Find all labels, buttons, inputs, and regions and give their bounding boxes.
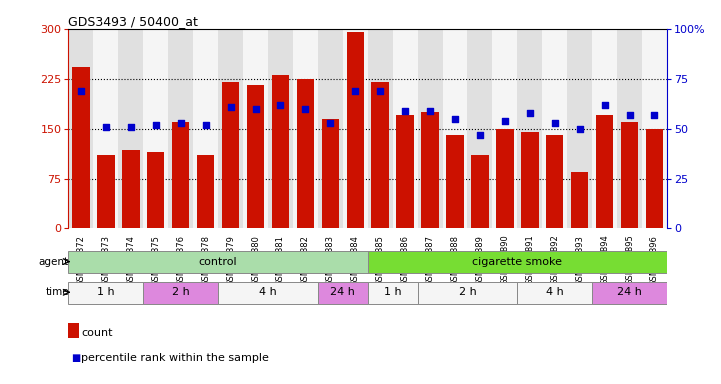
Text: 2 h: 2 h bbox=[459, 287, 477, 297]
Bar bbox=[592, 281, 667, 304]
Text: count: count bbox=[81, 328, 113, 338]
Point bbox=[125, 124, 136, 130]
Bar bbox=[243, 29, 268, 228]
Bar bbox=[293, 29, 318, 228]
Text: control: control bbox=[199, 257, 237, 266]
Bar bbox=[368, 281, 417, 304]
Text: percentile rank within the sample: percentile rank within the sample bbox=[81, 353, 270, 363]
Bar bbox=[147, 152, 164, 228]
Point bbox=[200, 122, 211, 128]
Point bbox=[100, 124, 112, 130]
Bar bbox=[118, 29, 143, 228]
Text: 24 h: 24 h bbox=[330, 287, 355, 297]
Bar bbox=[421, 112, 439, 228]
Bar bbox=[197, 155, 214, 228]
Text: 4 h: 4 h bbox=[546, 287, 564, 297]
Text: 1 h: 1 h bbox=[97, 287, 115, 297]
Point bbox=[549, 119, 560, 126]
Bar bbox=[193, 29, 218, 228]
Bar bbox=[518, 281, 592, 304]
Point bbox=[649, 112, 660, 118]
Text: 1 h: 1 h bbox=[384, 287, 402, 297]
Bar bbox=[443, 29, 467, 228]
Bar bbox=[397, 115, 414, 228]
Bar bbox=[518, 29, 542, 228]
Text: 24 h: 24 h bbox=[617, 287, 642, 297]
Text: ■: ■ bbox=[71, 353, 80, 363]
Bar bbox=[446, 135, 464, 228]
Bar bbox=[347, 32, 364, 228]
Bar bbox=[94, 29, 118, 228]
Bar bbox=[68, 251, 368, 273]
Bar bbox=[368, 29, 393, 228]
Bar bbox=[472, 155, 489, 228]
Bar bbox=[218, 281, 318, 304]
Point bbox=[449, 116, 461, 122]
Bar bbox=[322, 119, 339, 228]
Bar bbox=[521, 132, 539, 228]
Bar bbox=[542, 29, 567, 228]
Point bbox=[75, 88, 87, 94]
Point bbox=[300, 106, 311, 112]
Bar bbox=[467, 29, 492, 228]
Text: 4 h: 4 h bbox=[259, 287, 277, 297]
Bar bbox=[492, 29, 517, 228]
Bar bbox=[97, 155, 115, 228]
Point bbox=[474, 132, 486, 138]
Text: GDS3493 / 50400_at: GDS3493 / 50400_at bbox=[68, 15, 198, 28]
Bar bbox=[342, 29, 368, 228]
Text: 2 h: 2 h bbox=[172, 287, 190, 297]
Text: agent: agent bbox=[39, 257, 69, 266]
Point bbox=[574, 126, 585, 132]
Bar bbox=[617, 29, 642, 228]
Bar bbox=[417, 29, 443, 228]
Bar bbox=[596, 115, 614, 228]
Bar bbox=[496, 129, 513, 228]
Bar bbox=[296, 79, 314, 228]
Bar bbox=[571, 172, 588, 228]
Bar bbox=[371, 82, 389, 228]
Bar bbox=[122, 150, 140, 228]
Bar bbox=[646, 129, 663, 228]
Bar bbox=[247, 85, 264, 228]
Bar bbox=[72, 68, 89, 228]
Bar bbox=[318, 281, 368, 304]
Bar bbox=[592, 29, 617, 228]
Point bbox=[275, 102, 286, 108]
Bar bbox=[143, 29, 168, 228]
Bar bbox=[621, 122, 638, 228]
Bar bbox=[272, 75, 289, 228]
Point bbox=[350, 88, 361, 94]
Bar bbox=[68, 281, 143, 304]
Point bbox=[175, 119, 187, 126]
Point bbox=[324, 119, 336, 126]
Point bbox=[249, 106, 261, 112]
Bar bbox=[368, 251, 667, 273]
Point bbox=[374, 88, 386, 94]
Text: time: time bbox=[45, 287, 69, 297]
Point bbox=[399, 108, 411, 114]
Bar bbox=[546, 135, 563, 228]
Bar bbox=[168, 29, 193, 228]
Point bbox=[225, 104, 236, 110]
Point bbox=[524, 109, 536, 116]
Point bbox=[624, 112, 635, 118]
Text: cigarette smoke: cigarette smoke bbox=[472, 257, 562, 266]
Bar bbox=[68, 29, 94, 228]
Point bbox=[599, 102, 611, 108]
Point bbox=[499, 118, 510, 124]
Bar bbox=[222, 82, 239, 228]
Bar bbox=[318, 29, 342, 228]
Bar bbox=[417, 281, 517, 304]
Point bbox=[424, 108, 435, 114]
Bar bbox=[393, 29, 417, 228]
Bar bbox=[172, 122, 190, 228]
Bar bbox=[642, 29, 667, 228]
Bar bbox=[218, 29, 243, 228]
Bar bbox=[268, 29, 293, 228]
Point bbox=[150, 122, 162, 128]
Bar bbox=[143, 281, 218, 304]
Bar bbox=[567, 29, 592, 228]
